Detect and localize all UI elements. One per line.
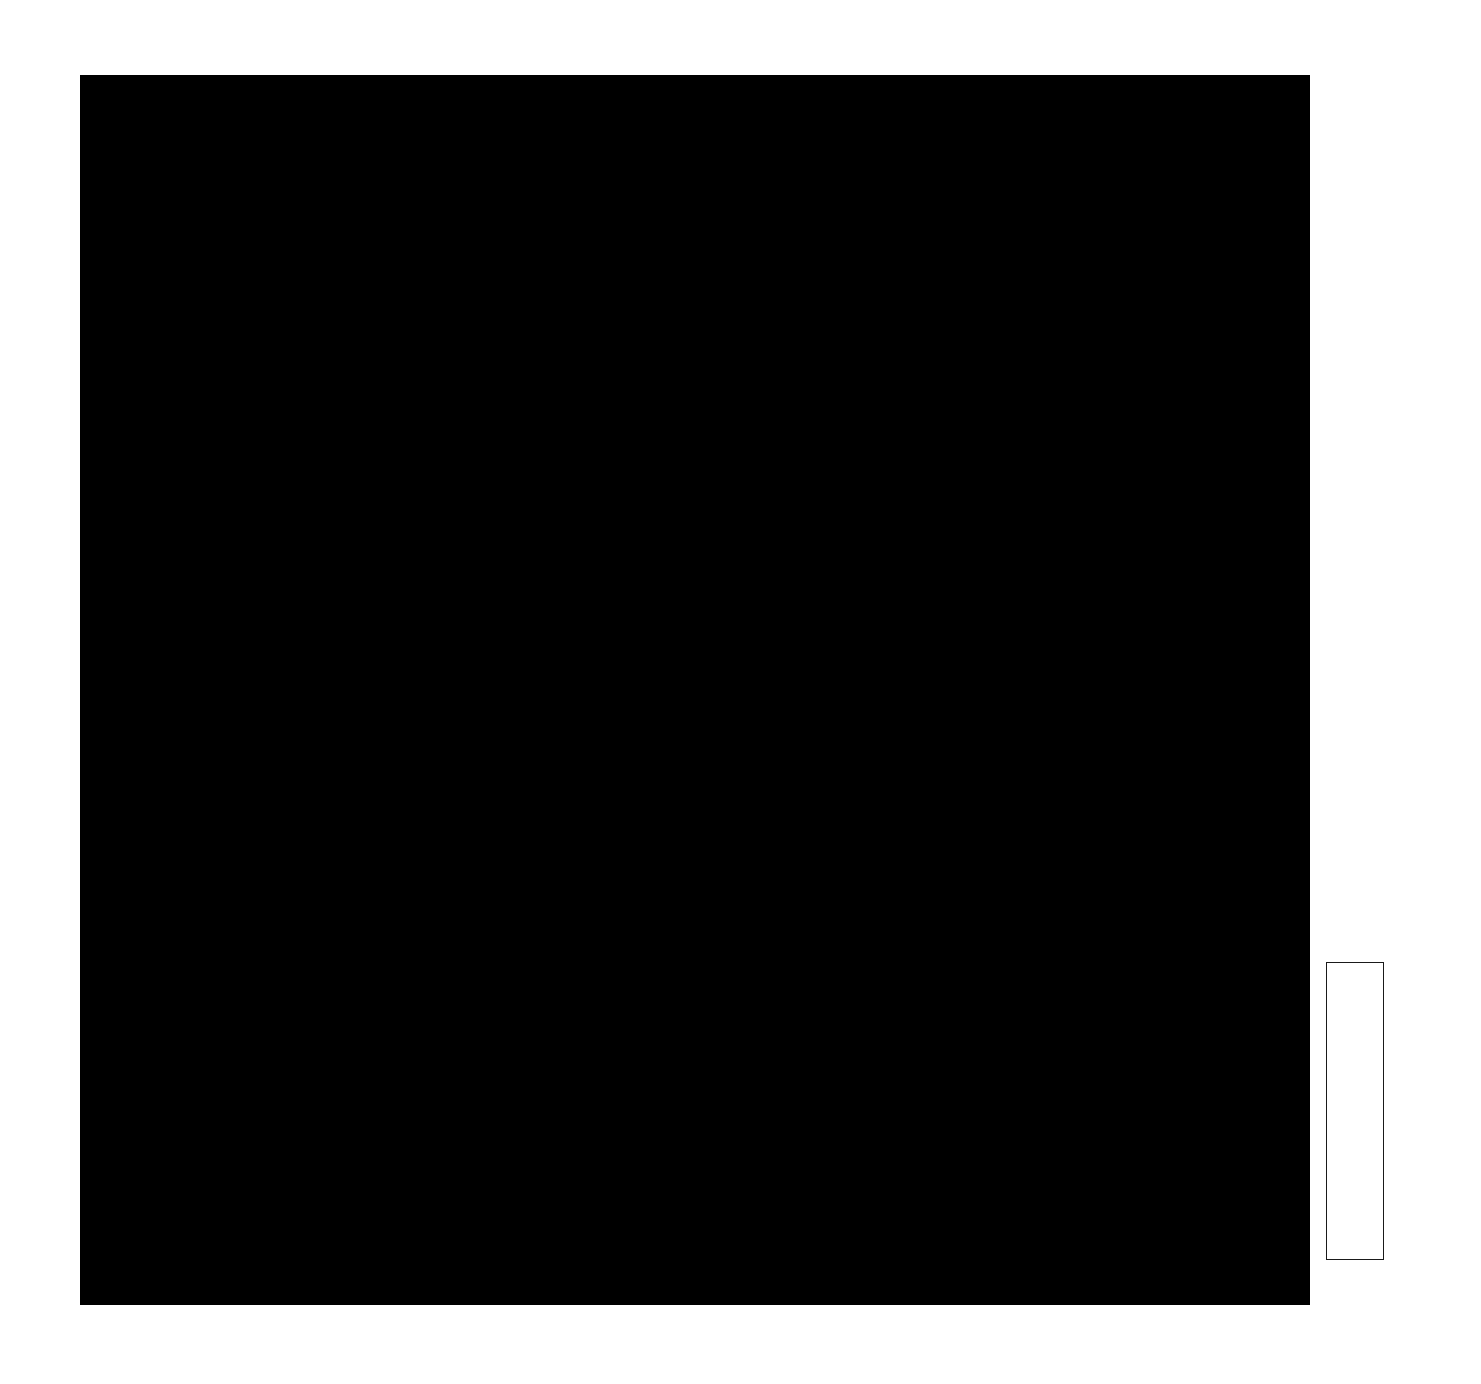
colorbar-gradient	[1326, 962, 1384, 1260]
polar-plot-area	[80, 75, 1310, 1305]
colorbar-body	[1326, 962, 1384, 1260]
colorbar	[1326, 950, 1384, 1260]
aurora-polar-map-canvas	[80, 75, 1310, 1305]
colorbar-ticks	[1392, 963, 1481, 1259]
